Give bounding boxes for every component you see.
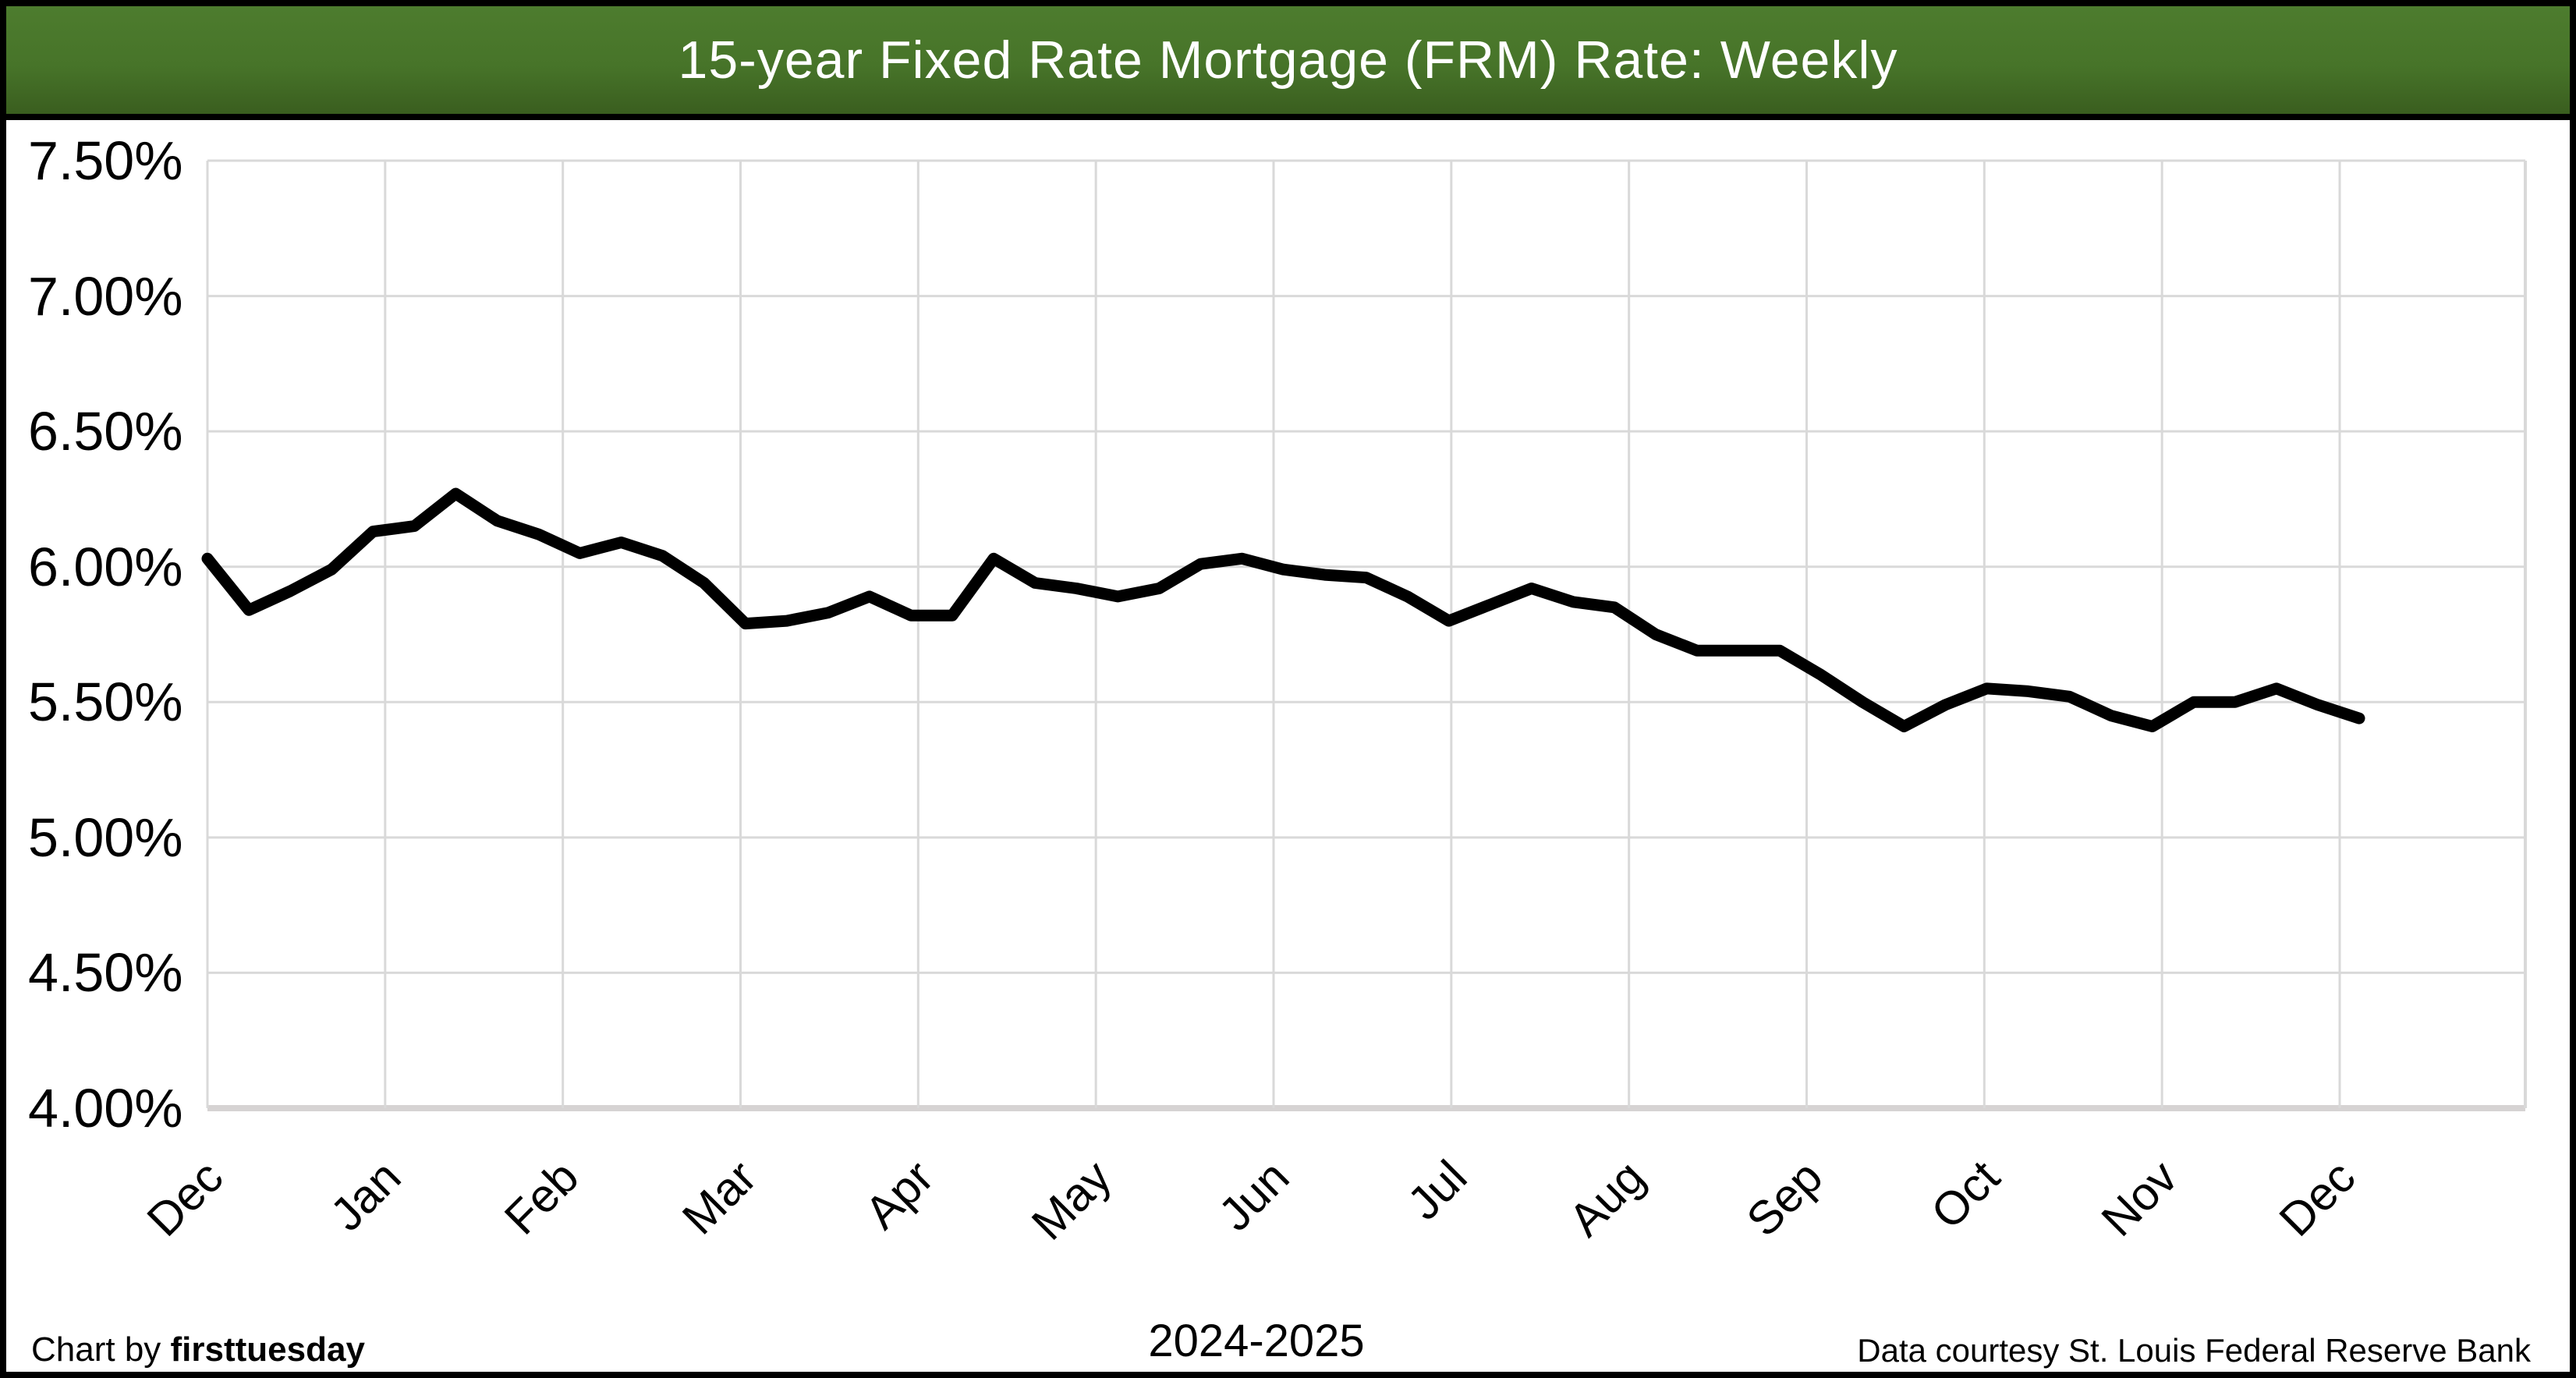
- credit-brand: firsttuesday: [170, 1330, 365, 1369]
- y-tick-label: 6.50%: [28, 401, 183, 462]
- y-tick-label: 4.00%: [28, 1078, 183, 1139]
- line-chart-canvas: [201, 159, 2527, 1111]
- y-tick-label: 7.50%: [28, 130, 183, 191]
- data-source-note: Data courtesy St. Louis Federal Reserve …: [1857, 1332, 2531, 1369]
- y-tick-label: 5.00%: [28, 806, 183, 868]
- y-tick-label: 5.50%: [28, 671, 183, 733]
- chart-title: 15-year Fixed Rate Mortgage (FRM) Rate: …: [678, 30, 1898, 90]
- y-tick-label: 4.50%: [28, 942, 183, 1004]
- y-tick-label: 6.00%: [28, 536, 183, 597]
- x-axis-period-label: 2024-2025: [1148, 1316, 1365, 1366]
- credit-prefix: Chart by: [31, 1330, 171, 1369]
- chart-credit: Chart by firsttuesday: [31, 1330, 365, 1369]
- frm-rate-line: [201, 487, 2365, 732]
- chart-title-bar: 15-year Fixed Rate Mortgage (FRM) Rate: …: [6, 6, 2570, 120]
- y-tick-label: 7.00%: [28, 265, 183, 327]
